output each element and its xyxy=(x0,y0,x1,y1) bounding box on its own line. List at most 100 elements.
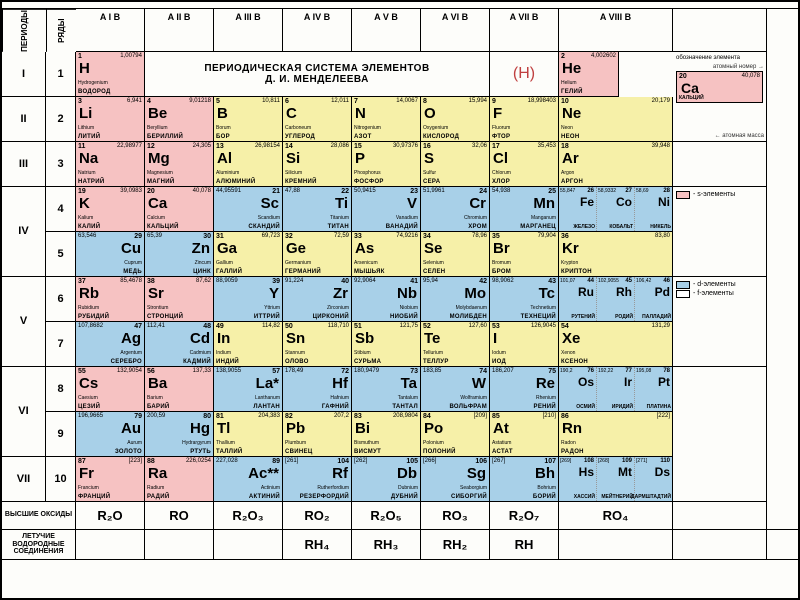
element-P: 1530,97376 P PhosphorusФОСФОР xyxy=(352,142,421,187)
element-Y: 3988,9059 Y YttriumИТТРИЙ xyxy=(214,277,283,322)
hydrides-1 xyxy=(76,530,145,559)
element-Ta: 73180,9479 Ta TantalumТАНТАЛ xyxy=(352,367,421,412)
period-1: I xyxy=(2,52,46,97)
oxides-3: R₂O₃ xyxy=(214,502,283,529)
element-Na: 1122,98977 Na NatriumНАТРИЙ xyxy=(76,142,145,187)
group-header-1: A I B xyxy=(76,9,145,52)
h-paren: (H) xyxy=(490,52,559,97)
group8-triad: 76190,2OsОСМИЙ77192,22IrИРИДИЙ78195,08Pt… xyxy=(559,367,673,412)
hydrides-8 xyxy=(559,530,673,559)
element-Ge: 3272,59 Ge GermaniumГЕРМАНИЙ xyxy=(283,232,352,277)
oxides-7: R₂O₇ xyxy=(490,502,559,529)
element-Xe: 54131,29 Xe XenonКСЕНОН xyxy=(559,322,673,367)
element-W: 74183,85 W WolframiumВОЛЬФРАМ xyxy=(421,367,490,412)
element-Ne: 1020,179 Ne NeonНЕОН xyxy=(559,97,673,142)
hydrides-3 xyxy=(214,530,283,559)
element-La*: 57138,9055 La* LanthanumЛАНТАН xyxy=(214,367,283,412)
legend-spare xyxy=(673,367,767,502)
hydrides-6: RH₂ xyxy=(421,530,490,559)
element-Li: 36,941 Li LithiumЛИТИЙ xyxy=(76,97,145,142)
inner-title: ПЕРИОДИЧЕСКАЯ СИСТЕМА ЭЛЕМЕНТОВД. И. МЕН… xyxy=(145,52,490,97)
row-7: 7 xyxy=(46,322,76,367)
element-Cu: 2963,546 Cu CuprumМЕДЬ xyxy=(76,232,145,277)
element-Si: 1428,086 Si SiliciumКРЕМНИЙ xyxy=(283,142,352,187)
element-Cs: 55132,9054 Cs CaesiumЦЕЗИЙ xyxy=(76,367,145,412)
row-8: 8 xyxy=(46,367,76,412)
group-header-5: A V B xyxy=(352,9,421,52)
element-Zr: 4091,224 Zr ZirconiumЦИРКОНИЙ xyxy=(283,277,352,322)
element-C: 612,011 C CarboneumУГЛЕРОД xyxy=(283,97,352,142)
row-3: 3 xyxy=(46,142,76,187)
group-header-2: A II B xyxy=(145,9,214,52)
group8-triad: 44101,07RuРУТЕНИЙ45102,9055RhРОДИЙ46106,… xyxy=(559,277,673,322)
element-Rb: 3785,4678 Rb RubidiumРУБИДИЙ xyxy=(76,277,145,322)
oxides-5: R₂O₅ xyxy=(352,502,421,529)
element-Kr: 3683,80 Kr KryptonКРИПТОН xyxy=(559,232,673,277)
element-Rn: 86[222] Rn RadonРАДОН xyxy=(559,412,673,457)
element-Hg: 80200,59 Hg HydrargyrumРТУТЬ xyxy=(145,412,214,457)
element-He: 24,002602HeHeliumГЕЛИЙ xyxy=(559,52,619,97)
period-header: ПЕРИОДЫ xyxy=(2,9,46,52)
element-O: 815,994 O OxygeniumКИСЛОРОД xyxy=(421,97,490,142)
element-Sg: 106[266] Sg SeaborgiumСИБОРГИЙ xyxy=(421,457,490,502)
element-N: 714,0067 N NitrogeniumАЗОТ xyxy=(352,97,421,142)
element-Au: 79196,9665 Au AurumЗОЛОТО xyxy=(76,412,145,457)
row-6: 6 xyxy=(46,277,76,322)
element-In: 49114,82 In IndiumИНДИЙ xyxy=(214,322,283,367)
row-5: 5 xyxy=(46,232,76,277)
period-5: V xyxy=(2,277,46,367)
hydrides-7: RH xyxy=(490,530,559,559)
row-2: 2 xyxy=(46,97,76,142)
element-Sb: 51121,75 Sb StibiumСУРЬМА xyxy=(352,322,421,367)
group-header-6: A VI B xyxy=(421,9,490,52)
element-Bi: 83208,9804 Bi BismuthumВИСМУТ xyxy=(352,412,421,457)
element-Br: 3579,904 Br BromumБРОМ xyxy=(490,232,559,277)
element-Be: 49,01218 Be BerylliumБЕРИЛЛИЙ xyxy=(145,97,214,142)
element-Cr: 2451,9961 Cr ChromiumХРОМ xyxy=(421,187,490,232)
element-S: 1632,06 S SulfurСЕРА xyxy=(421,142,490,187)
element-Ar: 1839,948 Ar ArgonАРГОН xyxy=(559,142,673,187)
element-Ra: 88226,0254 Ra RadiumРАДИЙ xyxy=(145,457,214,502)
oxides-2: RO xyxy=(145,502,214,529)
element-K: 1939,0983 K KaliumКАЛИЙ xyxy=(76,187,145,232)
period-2: II xyxy=(2,97,46,142)
element-Ga: 3169,723 Ga GalliumГАЛЛИЙ xyxy=(214,232,283,277)
element-Bh: 107[267] Bh BohriumБОРИЙ xyxy=(490,457,559,502)
oxides-spare xyxy=(673,502,767,529)
period-3: III xyxy=(2,142,46,187)
hydrides-5: RH₃ xyxy=(352,530,421,559)
element-Mn: 2554,938 Mn ManganumМАРГАНЕЦ xyxy=(490,187,559,232)
element-Se: 3478,96 Se SeleniumСЕЛЕН xyxy=(421,232,490,277)
group-header-7: A VII B xyxy=(490,9,559,52)
element-Al: 1326,98154 Al AluminiumАЛЮМИНИЙ xyxy=(214,142,283,187)
element-V: 2350,9415 V VanadiumВАНАДИЙ xyxy=(352,187,421,232)
row-4: 4 xyxy=(46,187,76,232)
legend-notes: обозначение элемента атомный номер → 20 … xyxy=(673,52,767,142)
element-B: 510,811 B BorumБОР xyxy=(214,97,283,142)
element-Po: 84[209] Po PoloniumПОЛОНИЙ xyxy=(421,412,490,457)
element-F: 918,998403 F FluorumФТОР xyxy=(490,97,559,142)
element-Ag: 47107,8682 Ag ArgentumСЕРЕБРО xyxy=(76,322,145,367)
hydrides-spare xyxy=(673,530,767,559)
element-Ac**: 89227,028 Ac** ActiniumАКТИНИЙ xyxy=(214,457,283,502)
element-Cd: 48112,41 Cd CadmiumКАДМИЙ xyxy=(145,322,214,367)
element-Fr: 87[223] Fr FranciumФРАНЦИЙ xyxy=(76,457,145,502)
element-Pb: 82207,2 Pb PlumbumСВИНЕЦ xyxy=(283,412,352,457)
element-Mo: 4295,94 Mo MolybdaenumМОЛИБДЕН xyxy=(421,277,490,322)
element-Cl: 1735,453 Cl ChlorumХЛОР xyxy=(490,142,559,187)
element-Sr: 3887,62 Sr StrontiumСТРОНЦИЙ xyxy=(145,277,214,322)
hydrides-4: RH₄ xyxy=(283,530,352,559)
element-I: 53126,9045 I IodumИОД xyxy=(490,322,559,367)
element-Rf: 104[261] Rf RutherfordiumРЕЗЕРФОРДИЙ xyxy=(283,457,352,502)
group8-triad: 108[269]HsХАССИЙ109[268]MtМЕЙТНЕРИЙ110[2… xyxy=(559,457,673,502)
hydrides-label: ЛЕТУЧИЕ ВОДОРОДНЫЕ СОЕДИНЕНИЯ xyxy=(2,530,76,559)
group8-triad: 2655,847FeЖЕЛЕЗО2758,9332CoКОБАЛЬТ2858,6… xyxy=(559,187,673,232)
element-Sn: 50118,710 Sn StannumОЛОВО xyxy=(283,322,352,367)
period-7: VII xyxy=(2,457,46,502)
row-header: РЯДЫ xyxy=(46,9,76,52)
element-Re: 75186,207 Re RheniumРЕНИЙ xyxy=(490,367,559,412)
period-4: IV xyxy=(2,187,46,277)
row-1: 1 xyxy=(46,52,76,97)
element-As: 3374,9216 As ArsenicumМЫШЬЯК xyxy=(352,232,421,277)
row-9: 9 xyxy=(46,412,76,457)
